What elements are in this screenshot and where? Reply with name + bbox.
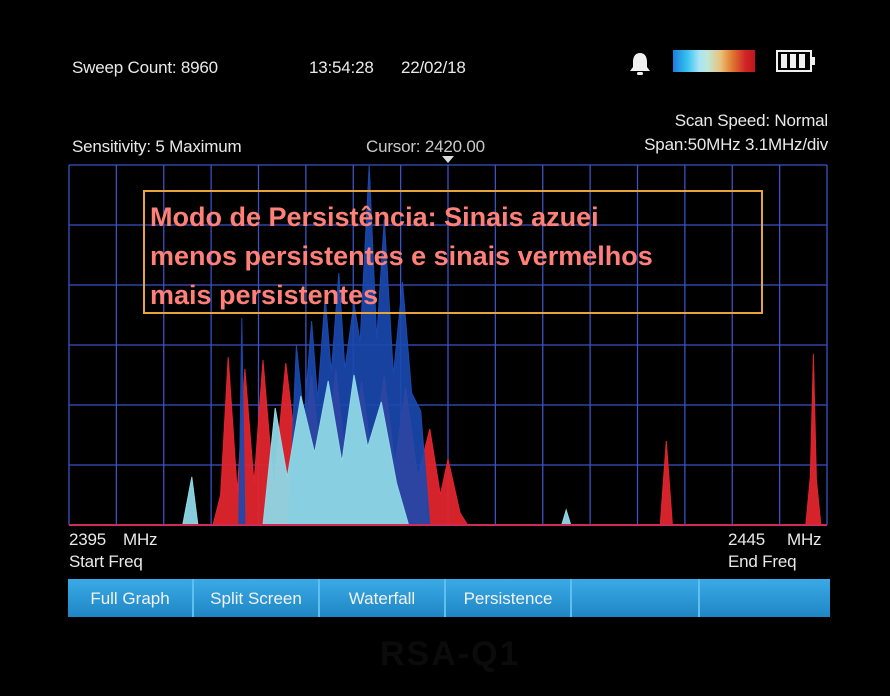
start-freq-unit: MHz [123,530,158,549]
annotation-line-3: mais persistentes [150,280,379,310]
device-watermark: RSA-Q1 [380,635,521,673]
softkey-6-button[interactable] [700,579,830,617]
trace-high-1 [659,440,673,526]
end-freq-unit: MHz [787,530,822,549]
start-freq-value: 2395 [69,530,107,549]
persistence-button[interactable]: Persistence [446,579,572,617]
plot-grid [68,164,828,526]
softkey-menu: Full Graph Split Screen Waterfall Persis… [68,579,830,617]
split-screen-button[interactable]: Split Screen [194,579,320,617]
annotation-line-2: menos persistentes e sinais vermelhos [150,241,653,271]
waterfall-button[interactable]: Waterfall [320,579,446,617]
cursor-readout: Cursor: 2420.00 [366,137,485,156]
battery-icon [776,50,815,72]
span: Span:50MHz 3.1MHz/div [644,135,828,154]
sweep-count: Sweep Count: 8960 [72,58,218,77]
softkey-5-button[interactable] [572,579,700,617]
bell-icon[interactable] [626,50,654,78]
sensitivity: Sensitivity: 5 Maximum [72,137,242,156]
clock-time: 13:54:28 [309,58,374,77]
annotation-box [143,190,763,314]
spectrum-traces [69,164,827,526]
date: 22/02/18 [401,58,466,77]
annotation-line-1: Modo de Persistência: Sinais azuei [150,202,599,232]
start-freq-label: Start Freq [69,552,143,571]
scan-speed: Scan Speed: Normal [674,111,828,130]
persistence-colorbar [673,50,755,72]
end-freq-value: 2445 [728,530,766,549]
end-freq-label: End Freq [728,552,797,571]
full-graph-button[interactable]: Full Graph [68,579,194,617]
annotation-text: Modo de Persistência: Sinais azuei menos… [150,198,770,315]
cursor-marker[interactable] [442,156,454,163]
trace-high-2 [805,353,822,526]
